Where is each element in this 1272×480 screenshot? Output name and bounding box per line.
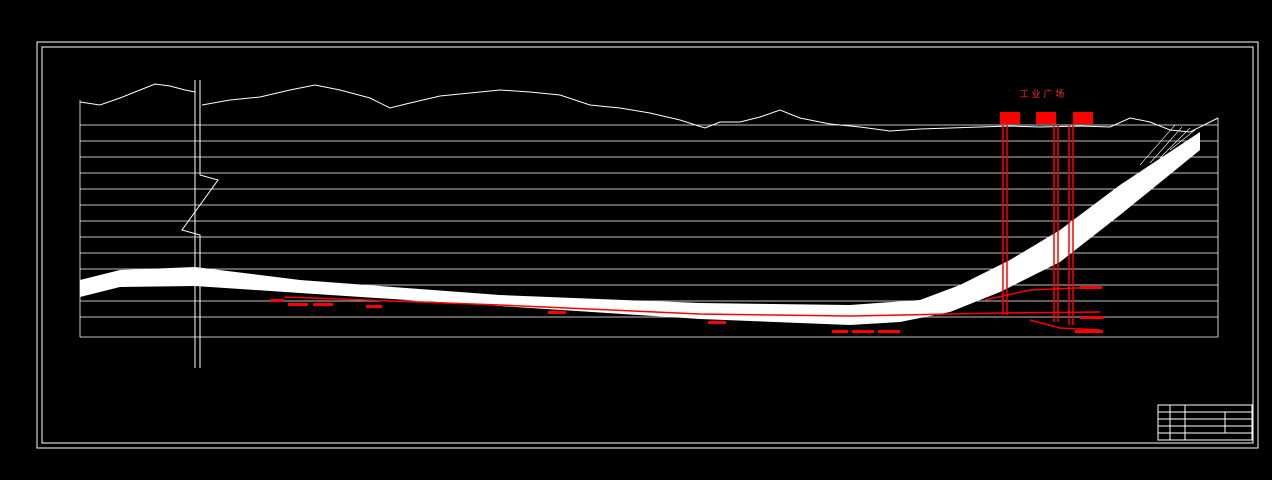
- terrain: [79, 83, 196, 106]
- roadway: [284, 125, 1101, 331]
- hatching: [1139, 124, 1196, 166]
- inner-frame: [41, 46, 1254, 444]
- title-block: [1157, 404, 1253, 441]
- red-tags: [270, 112, 1104, 333]
- grid: [79, 100, 1219, 338]
- site-label: 工 业 广 场: [1020, 88, 1065, 100]
- section-break: [181, 80, 219, 368]
- outer-frame: [36, 41, 1259, 449]
- terrain: [201, 84, 1219, 133]
